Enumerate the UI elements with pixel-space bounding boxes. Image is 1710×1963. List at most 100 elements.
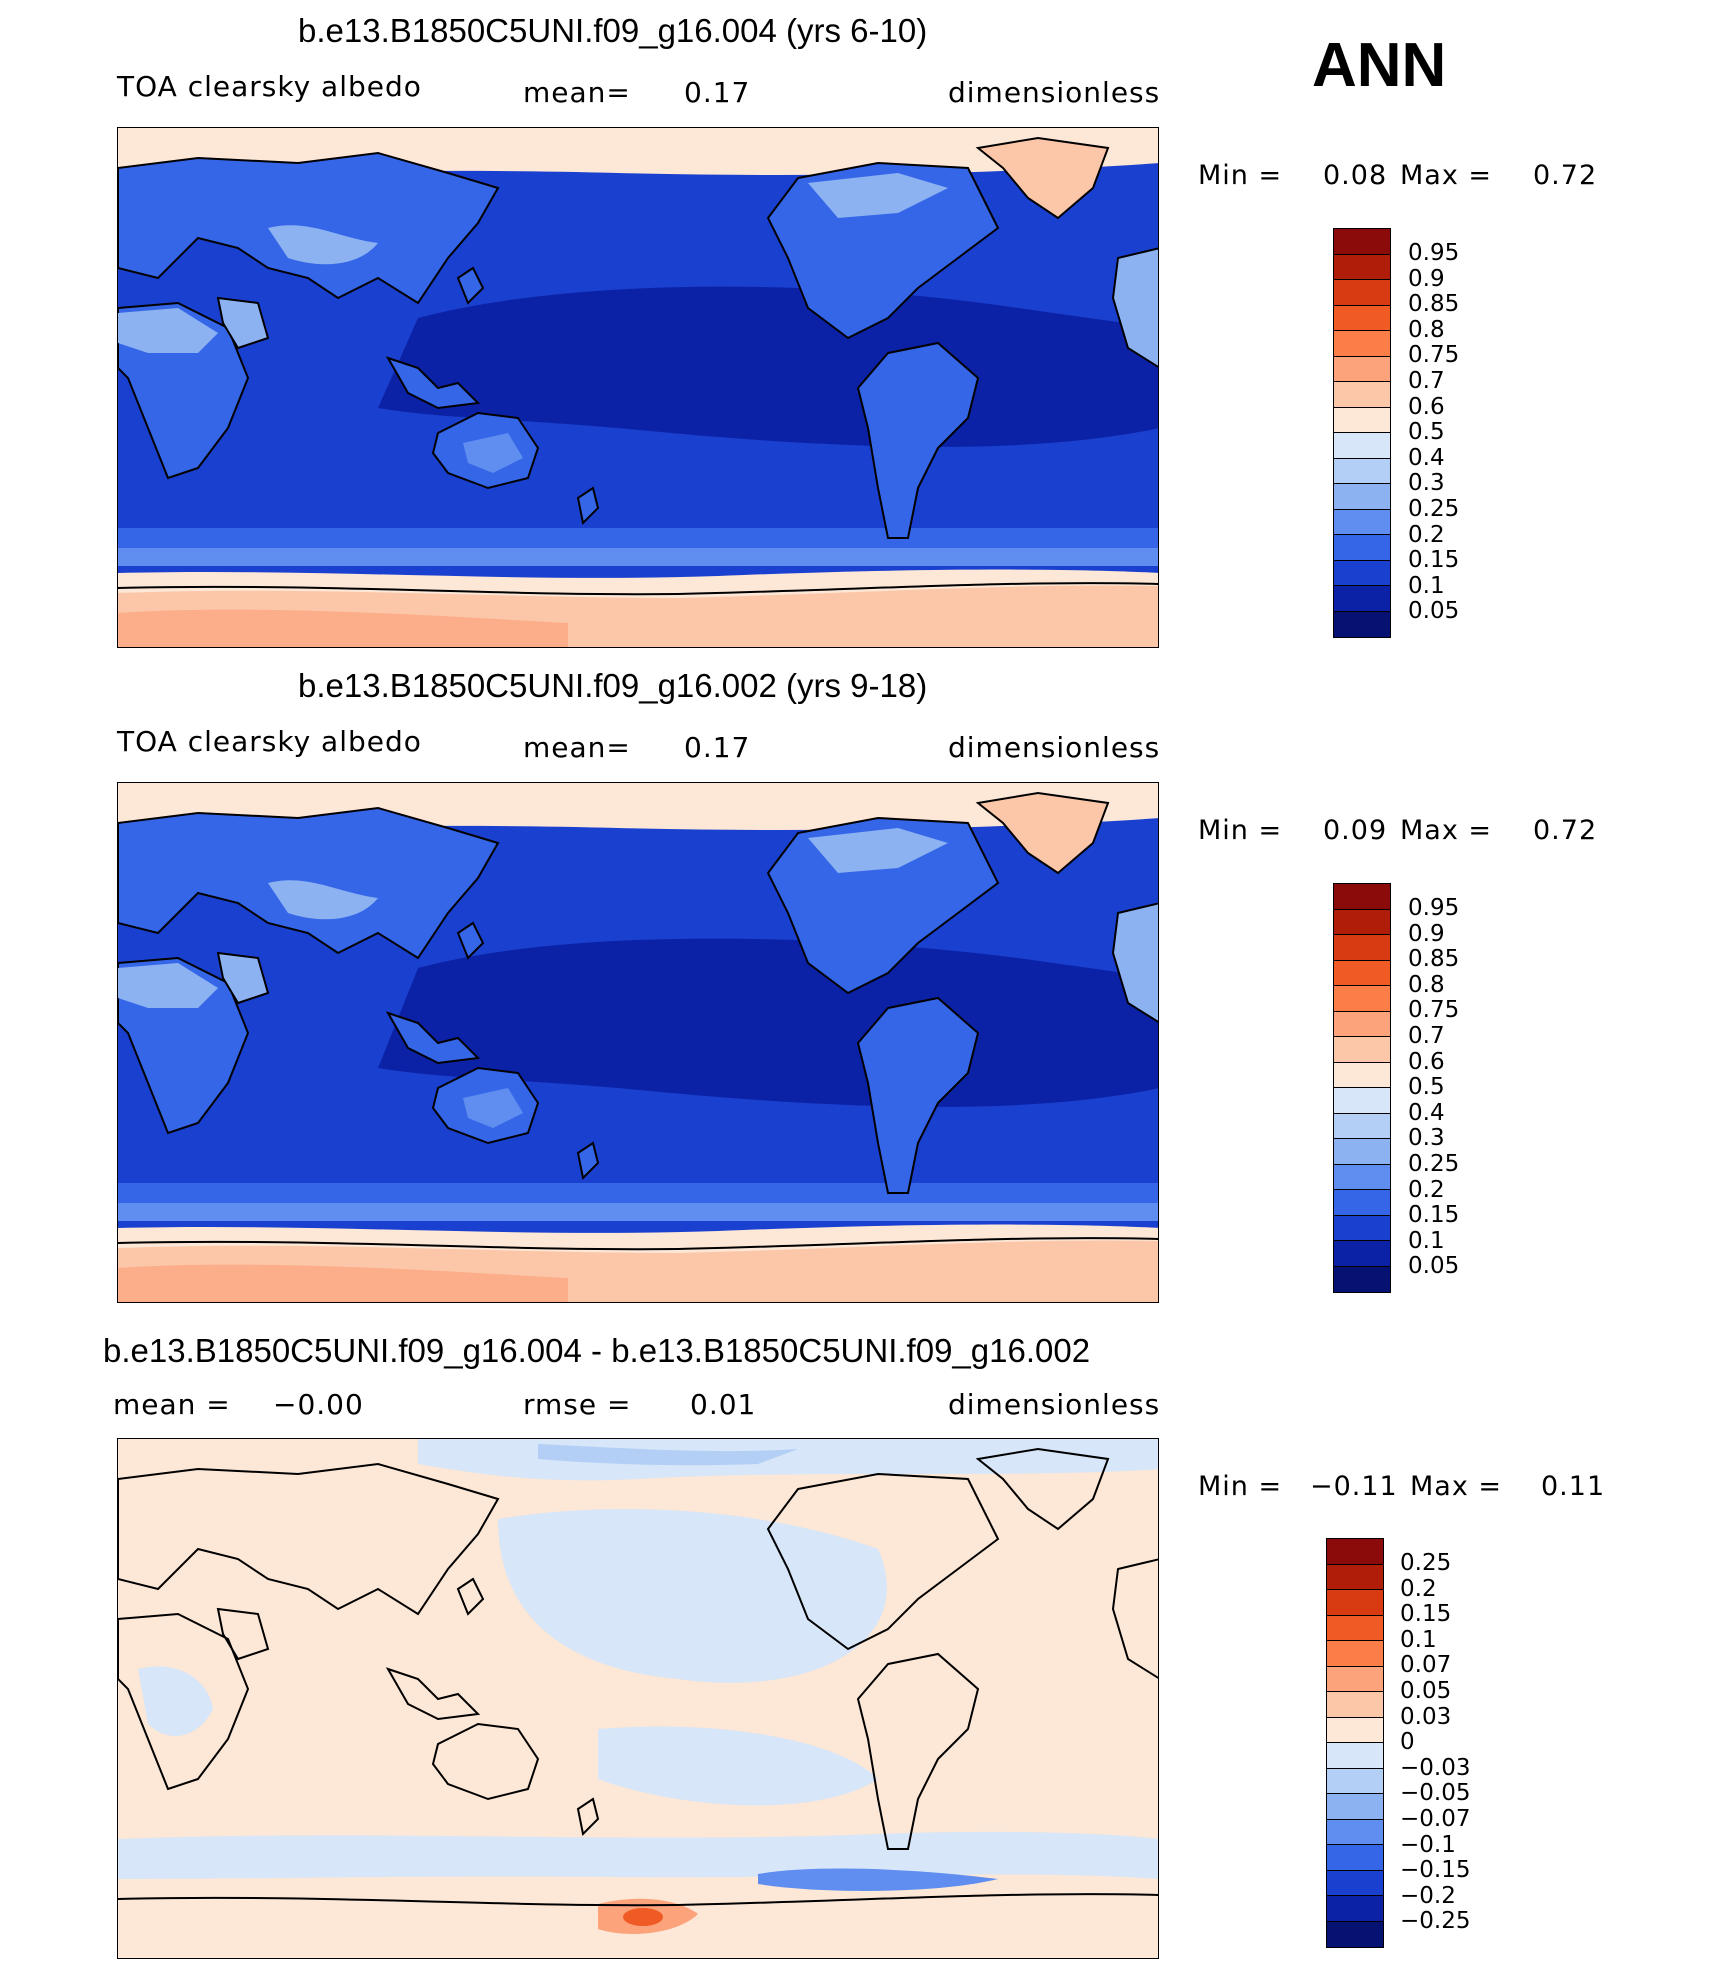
colorbar-tick-label: 0.95 (1408, 895, 1460, 921)
colorbar-tick-label: 0.5 (1408, 419, 1445, 446)
colorbar-tick-label: 0.75 (1408, 997, 1460, 1024)
colorbar-swatch (1334, 254, 1390, 280)
colorbar-tick-label: 0.85 (1408, 946, 1460, 973)
colorbar-tick-label: 0.8 (1408, 971, 1445, 998)
colorbar-tick-label: 0.05 (1408, 1253, 1460, 1280)
colorbar-tick-label: −0.03 (1400, 1754, 1471, 1781)
north-america (766, 816, 1000, 995)
colorbar-swatch (1327, 1768, 1383, 1794)
colorbar-tick-label: 0.2 (1408, 1176, 1445, 1203)
colorbar-tick-label: −0.15 (1400, 1857, 1471, 1884)
australia (431, 1722, 540, 1801)
colorbar-tick-label: 0.25 (1408, 495, 1460, 522)
new-zealand (576, 1141, 600, 1181)
colorbar-swatch (1334, 1164, 1390, 1190)
panel3-map (117, 1438, 1159, 1959)
colorbar-swatch (1327, 1743, 1383, 1769)
colorbar-tick-label: 0.1 (1408, 1227, 1445, 1254)
colorbar-tick-label: 0.3 (1408, 470, 1445, 497)
japan (456, 921, 485, 960)
colorbar-swatch (1334, 407, 1390, 433)
antarctic-coast (118, 582, 1158, 596)
colorbar-swatch (1334, 1215, 1390, 1241)
panel1-map-canvas (118, 128, 1158, 647)
colorbar-tick-label: 0.7 (1408, 367, 1445, 394)
europe-west (1111, 1558, 1158, 1679)
colorbar-swatch (1334, 433, 1390, 459)
colorbar-swatch (1334, 884, 1390, 910)
diff-arctic-negative-strong (538, 1444, 798, 1466)
panel3-min-label: Min = (1198, 1471, 1283, 1502)
north-america-snow (808, 828, 948, 873)
europe-west (1111, 902, 1158, 1023)
colorbar-swatch (1334, 331, 1390, 357)
diff-southern-negative-strong (758, 1868, 998, 1891)
colorbar-swatch (1327, 1641, 1383, 1667)
colorbar-tick-label: 0.75 (1408, 342, 1460, 369)
panel2-colorbar-labels: 0.95 0.9 0.85 0.8 0.75 0.7 0.6 0.5 0.4 0.3 0.25 0.2… (1408, 895, 1460, 1280)
colorbar-swatch (1334, 458, 1390, 484)
colorbar-swatch (1334, 356, 1390, 382)
colorbar-tick-label: 0.25 (1408, 1150, 1460, 1177)
colorbar-tick-label: 0.05 (1400, 1677, 1452, 1704)
sahara (118, 308, 218, 353)
colorbar-tick-label: 0.6 (1408, 393, 1445, 420)
colorbar-swatch (1334, 1037, 1390, 1063)
colorbar-tick-label: 0.5 (1408, 1074, 1445, 1101)
colorbar-swatch (1334, 382, 1390, 408)
colorbar-swatch (1327, 1845, 1383, 1871)
diff-africa-negative (138, 1666, 213, 1736)
panel1-max-label: Max = (1400, 160, 1493, 191)
maritime-continent (385, 1667, 481, 1721)
diff-pacific-negative (498, 1509, 887, 1683)
colorbar-tick-label: 0.6 (1408, 1048, 1445, 1075)
panel2-mean-label: mean= (523, 731, 631, 764)
panel3-max-label: Max = (1410, 1471, 1503, 1502)
new-zealand (576, 486, 600, 526)
southern-ocean-band-2 (118, 1203, 1158, 1221)
panel3-map-canvas (118, 1439, 1158, 1958)
colorbar-swatch (1334, 305, 1390, 331)
colorbar-swatch (1334, 909, 1390, 935)
eurasia (118, 1462, 500, 1616)
colorbar-tick-label: 0.15 (1400, 1601, 1452, 1628)
panel3-rmse-value: 0.01 (690, 1388, 757, 1421)
panel2-max-label: Max = (1400, 815, 1493, 846)
panel3-mean-value: −0.00 (273, 1388, 364, 1421)
colorbar-tick-label: −0.05 (1400, 1780, 1471, 1807)
colorbar-swatch (1327, 1870, 1383, 1896)
colorbar-tick-label: 0.1 (1408, 572, 1445, 599)
panel2-max-value: 0.72 (1533, 815, 1598, 846)
colorbar-tick-label: −0.07 (1400, 1805, 1471, 1832)
japan (456, 266, 485, 305)
panel1-min-label: Min = (1198, 160, 1283, 191)
colorbar-tick-label: 0.05 (1408, 598, 1460, 625)
colorbar-tick-label: 0.95 (1408, 240, 1460, 266)
north-america (766, 161, 1000, 340)
colorbar-tick-label: −0.2 (1400, 1882, 1456, 1909)
panel1-mean-label: mean= (523, 76, 631, 109)
colorbar-tick-label: 0.4 (1408, 1099, 1445, 1126)
colorbar-tick-label: 0.85 (1408, 291, 1460, 318)
diff-southern-band-negative (118, 1831, 1158, 1879)
colorbar-tick-label: 0.1 (1400, 1626, 1437, 1653)
colorbar-tick-label: 0.9 (1408, 265, 1445, 292)
colorbar-swatch (1334, 229, 1390, 255)
panel1-min-value: 0.08 (1323, 160, 1388, 191)
colorbar-tick-label: 0.07 (1400, 1652, 1452, 1679)
panel3-colorbar (1326, 1538, 1384, 1948)
panel3-units: dimensionless (948, 1388, 1161, 1421)
colorbar-swatch (1327, 1590, 1383, 1616)
panel3-mean-label: mean = (113, 1388, 231, 1421)
panel2-mean-value: 0.17 (684, 731, 751, 764)
colorbar-tick-label: 0.2 (1408, 521, 1445, 548)
colorbar-tick-label: 0.25 (1400, 1550, 1452, 1576)
colorbar-swatch (1327, 1539, 1383, 1565)
panel1-map (117, 127, 1159, 648)
colorbar-swatch (1334, 1241, 1390, 1267)
panel3-colorbar-labels: 0.25 0.2 0.15 0.1 0.07 0.05 0.03 0 −0.03 −0.05 −0.… (1400, 1550, 1471, 1935)
colorbar-swatch (1334, 484, 1390, 510)
maritime-continent (385, 1011, 481, 1065)
panel2-colorbar (1333, 883, 1391, 1293)
colorbar-swatch (1334, 1266, 1390, 1292)
